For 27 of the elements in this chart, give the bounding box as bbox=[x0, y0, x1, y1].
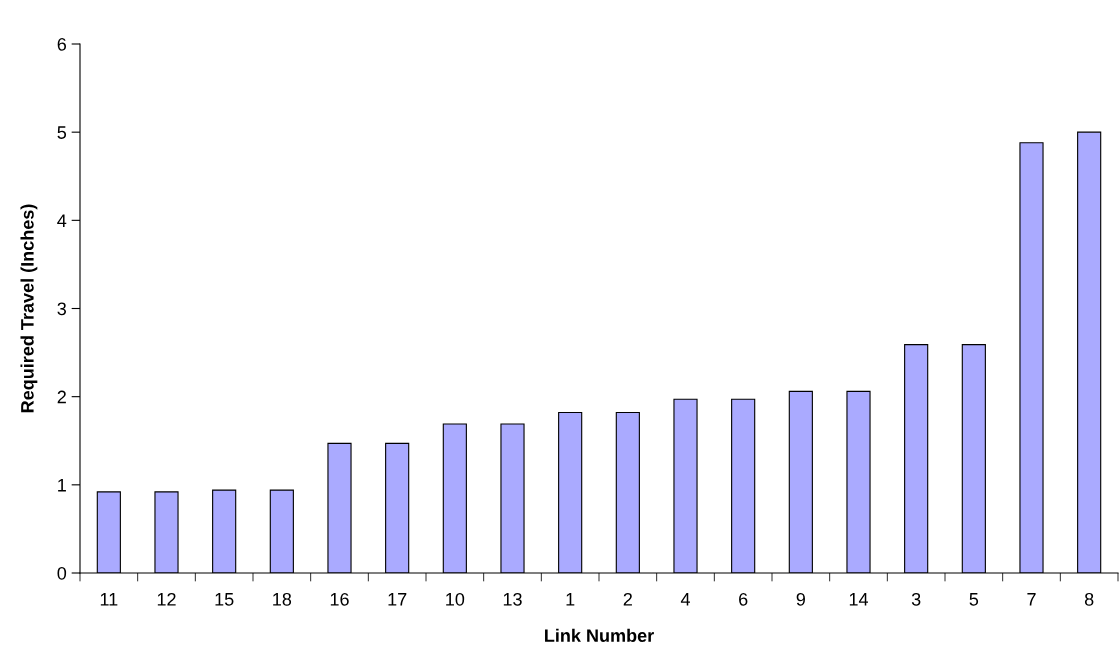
x-tick-label: 17 bbox=[388, 593, 407, 606]
x-tick-label: 8 bbox=[1084, 592, 1094, 606]
x-tick-label: 16 bbox=[330, 592, 349, 606]
y-tick-label: 4 bbox=[57, 214, 67, 227]
x-tick-label: 18 bbox=[273, 592, 292, 606]
x-tick-label: 1 bbox=[566, 593, 575, 606]
x-tick-label: 5 bbox=[969, 593, 979, 606]
y-tick-label: 2 bbox=[57, 390, 66, 404]
y-tick-label: 3 bbox=[57, 302, 67, 316]
y-axis-title: Required Travel (Inches) bbox=[20, 204, 38, 413]
x-tick-label: 12 bbox=[157, 592, 176, 606]
y-tick-label: 1 bbox=[58, 478, 66, 492]
x-tick-label: 11 bbox=[100, 593, 118, 606]
x-tick-label: 13 bbox=[503, 592, 522, 606]
x-tick-label: 6 bbox=[739, 592, 748, 606]
x-tick-label: 15 bbox=[215, 593, 234, 606]
x-tick-label: 7 bbox=[1027, 593, 1036, 606]
x-tick-label: 10 bbox=[446, 592, 465, 606]
x-tick-label: 3 bbox=[911, 592, 921, 606]
x-tick-label: 4 bbox=[680, 593, 690, 606]
x-tick-label: 9 bbox=[796, 592, 805, 606]
y-tick-label: 6 bbox=[57, 37, 67, 51]
x-tick-label: 14 bbox=[849, 593, 869, 606]
y-tick-label: 0 bbox=[57, 566, 67, 580]
x-tick-label: 2 bbox=[623, 592, 632, 606]
x-axis-title: Link Number bbox=[545, 628, 654, 642]
y-tick-label: 5 bbox=[57, 126, 67, 139]
